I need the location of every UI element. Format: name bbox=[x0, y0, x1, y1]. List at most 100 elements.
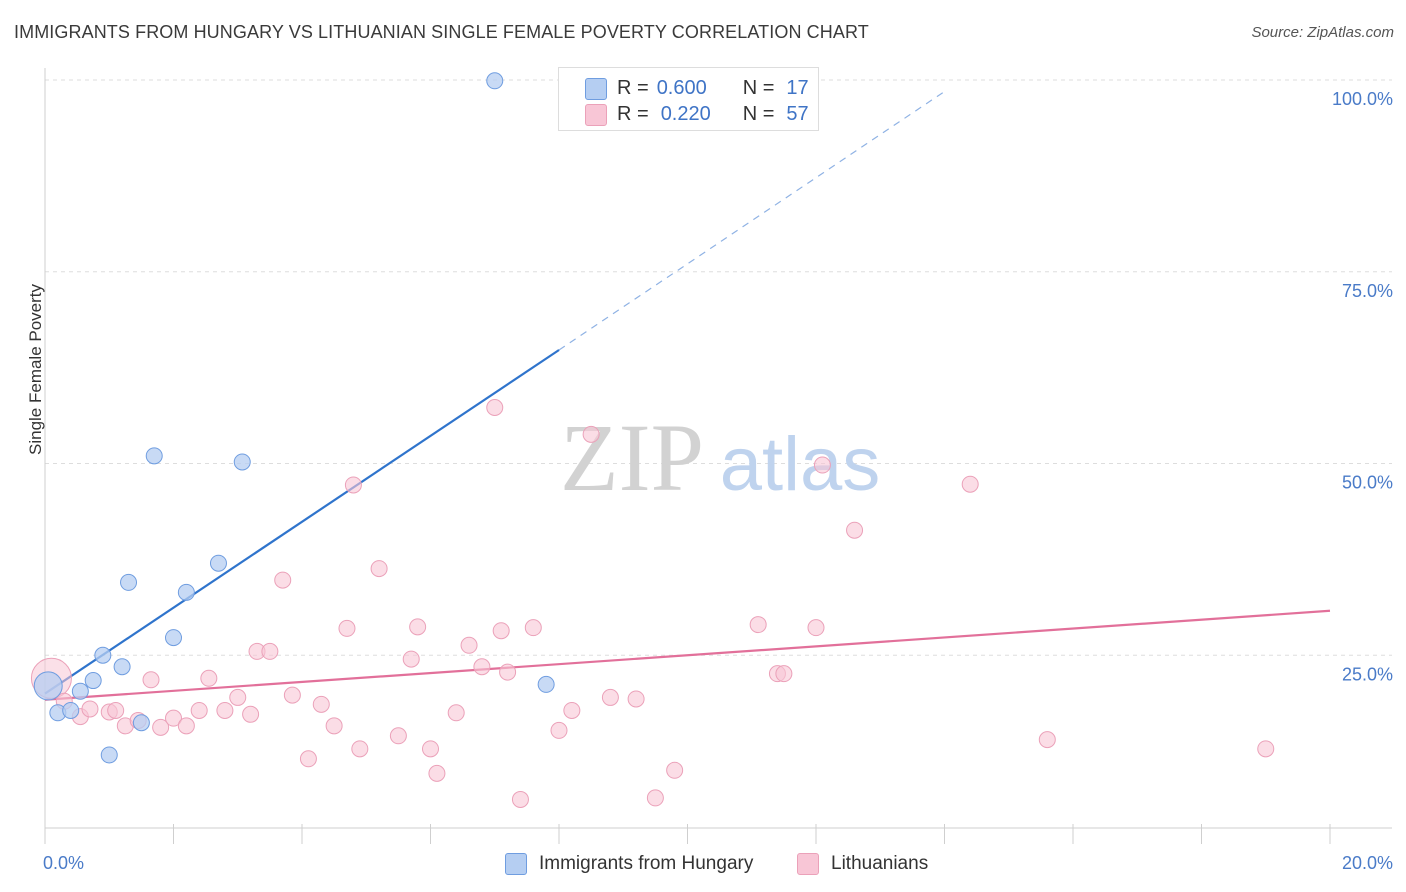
lithuanians-point bbox=[601, 688, 619, 706]
lithuanians-point bbox=[492, 622, 510, 640]
lithuanians-point bbox=[370, 560, 388, 578]
lithuanians-point bbox=[351, 740, 369, 758]
lithuanians-point bbox=[338, 619, 356, 637]
hungary-trend-line bbox=[44, 349, 560, 695]
legend-pink-r: 0.220 bbox=[660, 102, 711, 125]
lithuanians-point bbox=[312, 695, 330, 713]
lithuanians-point bbox=[473, 658, 491, 676]
bottom-legend-lithuanians: Lithuanians bbox=[797, 852, 928, 876]
legend-lithuanians-swatch bbox=[797, 853, 819, 875]
legend-pink-n: 57 bbox=[786, 102, 809, 125]
source-note: Source: ZipAtlas.com bbox=[1251, 24, 1394, 41]
y-tick-label: 75.0% bbox=[1342, 281, 1393, 301]
lithuanians-point bbox=[142, 671, 160, 689]
hungary-point bbox=[71, 682, 89, 700]
lithuanians-point bbox=[422, 740, 439, 758]
lithuanians-point bbox=[563, 701, 581, 719]
hungary-point bbox=[33, 671, 63, 701]
legend-r-label: R = bbox=[617, 102, 649, 125]
lithuanians-point bbox=[846, 521, 864, 539]
lithuanians-point bbox=[165, 709, 182, 727]
lithuanians-point bbox=[229, 688, 247, 706]
hungary-point bbox=[165, 629, 182, 647]
lithuanians-point bbox=[1038, 731, 1056, 749]
hungary-point bbox=[486, 72, 504, 90]
watermark-zip: ZIP bbox=[560, 404, 704, 511]
lithuanians-point bbox=[152, 718, 170, 736]
legend-n-label: N = bbox=[742, 76, 775, 99]
watermark: ZIP atlas bbox=[560, 404, 880, 511]
lithuanians-point bbox=[524, 619, 542, 637]
legend-row-pink: R = 0.220 N = 57 bbox=[617, 102, 809, 126]
axes bbox=[44, 68, 1392, 844]
lithuanians-point bbox=[511, 790, 529, 808]
x-tick-label-min: 0.0% bbox=[43, 853, 84, 873]
trend-lines bbox=[44, 91, 1331, 701]
lithuanians-point bbox=[200, 669, 218, 687]
lithuanians-point bbox=[749, 616, 767, 634]
lithuanians-point bbox=[807, 619, 825, 637]
y-axis-title: Single Female Poverty bbox=[26, 283, 45, 455]
hungary-point bbox=[113, 658, 131, 676]
hungary-point bbox=[209, 554, 227, 572]
hungary-point bbox=[177, 583, 195, 601]
lithuanians-point bbox=[299, 750, 317, 768]
y-tick-label: 100.0% bbox=[1332, 89, 1393, 109]
lithuanians-point bbox=[190, 701, 208, 719]
x-tick-label-max: 20.0% bbox=[1342, 853, 1393, 873]
lithuanians-point bbox=[344, 476, 362, 494]
watermark-atlas: atlas bbox=[720, 422, 881, 507]
legend-blue-n: 17 bbox=[786, 76, 809, 99]
hungary-point bbox=[233, 453, 251, 471]
lithuanians-point bbox=[283, 686, 301, 704]
hungary-point bbox=[62, 701, 80, 719]
lithuanians-trend-line bbox=[44, 609, 1331, 701]
lithuanians-point bbox=[646, 789, 664, 807]
lithuanians-point bbox=[274, 571, 292, 589]
hungary-point bbox=[120, 573, 138, 591]
lithuanians-point bbox=[389, 727, 407, 745]
legend-row-blue: R = 0.600 N = 17 bbox=[617, 76, 809, 100]
hungary-point bbox=[537, 675, 555, 693]
lithuanians-point bbox=[813, 456, 831, 474]
hungary-point bbox=[100, 746, 118, 764]
legend-blue-swatch bbox=[585, 78, 607, 100]
hungary-points bbox=[33, 72, 555, 764]
y-tick-label: 25.0% bbox=[1342, 664, 1393, 684]
legend-pink-swatch bbox=[585, 104, 607, 126]
hungary-point bbox=[94, 646, 112, 664]
lithuanians-point bbox=[447, 704, 465, 722]
lithuanians-point bbox=[402, 650, 420, 668]
lithuanians-point bbox=[1257, 740, 1275, 758]
legend-hungary-label: Immigrants from Hungary bbox=[539, 853, 754, 874]
lithuanians-point bbox=[961, 475, 979, 493]
lithuanians-point bbox=[261, 642, 279, 660]
gridlines bbox=[45, 79, 1392, 656]
legend-hungary-swatch bbox=[505, 853, 527, 875]
bottom-legend-hungary: Immigrants from Hungary bbox=[505, 852, 753, 876]
lithuanians-point bbox=[550, 721, 568, 739]
legend-r-label: R = bbox=[617, 76, 649, 99]
lithuanians-point bbox=[460, 636, 478, 654]
lithuanians-point bbox=[107, 701, 125, 719]
correlation-legend: R = 0.600 N = 17 R = 0.220 N = 57 bbox=[558, 67, 819, 131]
lithuanians-point bbox=[428, 764, 446, 782]
y-tick-label: 50.0% bbox=[1342, 473, 1393, 493]
lithuanians-point bbox=[177, 717, 195, 735]
legend-lithuanians-label: Lithuanians bbox=[831, 853, 929, 874]
tick-labels: 25.0% 50.0% 75.0% 100.0% 0.0% 20.0% bbox=[43, 89, 1393, 873]
legend-n-label: N = bbox=[742, 102, 775, 125]
lithuanians-point bbox=[499, 663, 517, 681]
hungary-point bbox=[145, 447, 163, 465]
lithuanians-point bbox=[409, 618, 427, 636]
lithuanians-point bbox=[486, 399, 504, 417]
hungary-point bbox=[132, 714, 150, 732]
lithuanians-point bbox=[216, 701, 234, 719]
lithuanians-point bbox=[242, 705, 260, 723]
chart-title: IMMIGRANTS FROM HUNGARY VS LITHUANIAN SI… bbox=[14, 22, 869, 42]
legend-blue-r: 0.600 bbox=[656, 76, 707, 99]
hungary-point bbox=[84, 672, 102, 690]
lithuanians-point bbox=[666, 761, 684, 779]
lithuanians-point bbox=[325, 717, 343, 735]
